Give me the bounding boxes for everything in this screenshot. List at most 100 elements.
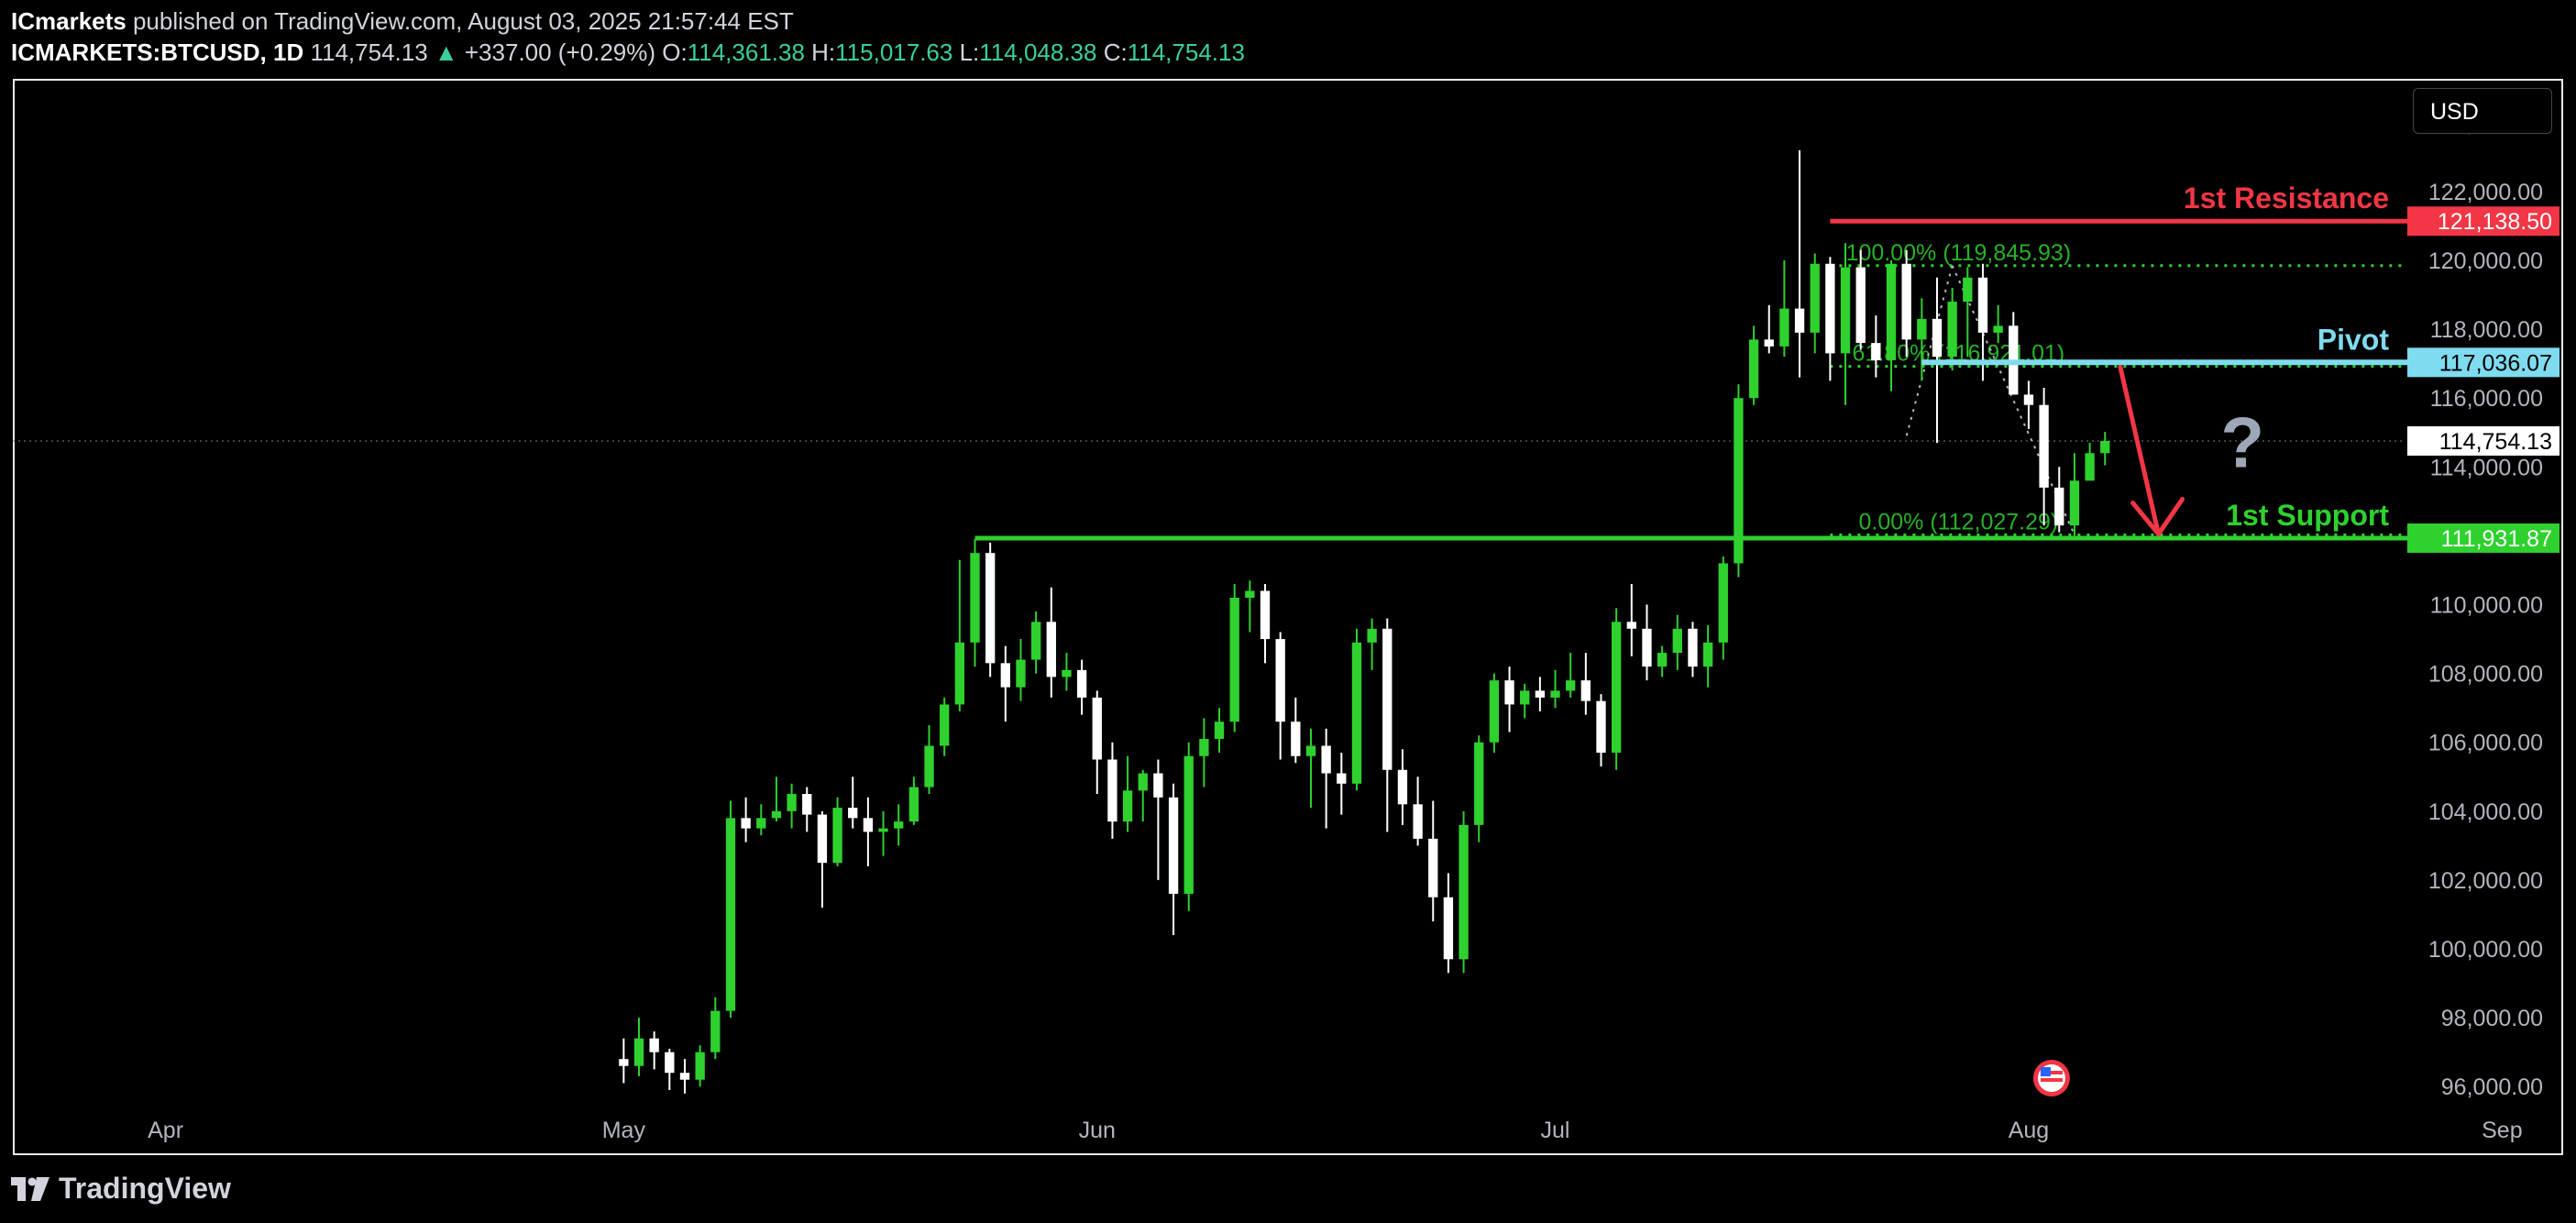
candle-body xyxy=(1901,263,1911,340)
candle-body xyxy=(1779,308,1789,347)
candle-body xyxy=(1443,897,1454,960)
chart-header: ICmarkets published on TradingView.com, … xyxy=(11,7,2559,72)
candle-body xyxy=(1092,697,1102,760)
candle-body xyxy=(894,821,904,829)
candle-body xyxy=(665,1052,675,1074)
price-tag xyxy=(2407,347,2559,378)
y-tick-label: 96,000.00 xyxy=(2441,1074,2543,1100)
close-label: C: xyxy=(1103,39,1128,66)
resistance-title: 1st Resistance xyxy=(2184,182,2389,215)
candle-body xyxy=(1397,769,1408,805)
candle-body xyxy=(1000,663,1010,688)
candle-body xyxy=(787,794,797,811)
candle-body xyxy=(1305,745,1316,756)
fib-level-label: 100.00% (119,845.93) xyxy=(1846,240,2072,266)
last-price: 114,754.13 xyxy=(310,39,428,66)
support-title: 1st Support xyxy=(2226,499,2389,532)
open-value: 114,361.38 xyxy=(687,39,805,66)
tradingview-logo-icon[interactable] xyxy=(11,1177,51,1205)
candle-body xyxy=(1199,738,1209,756)
candle-body xyxy=(1734,398,1744,564)
open-label: O: xyxy=(662,39,688,66)
candle-body xyxy=(649,1038,659,1052)
candle-body xyxy=(1566,680,1576,691)
us-event-icon-canton xyxy=(2040,1067,2051,1076)
candle-body xyxy=(1917,318,1927,340)
candle-body xyxy=(1489,680,1500,743)
question-mark: ? xyxy=(2220,402,2264,482)
y-tick-label: 120,000.00 xyxy=(2428,248,2543,274)
candle-body xyxy=(1183,755,1194,894)
candle-body xyxy=(878,828,888,832)
candle-body xyxy=(1168,797,1179,894)
candle-body xyxy=(1046,622,1056,678)
candle-body xyxy=(940,704,950,746)
price-tag-label: 121,138.50 xyxy=(2438,209,2552,235)
candle-body xyxy=(741,818,751,829)
candle-body xyxy=(1718,563,1728,643)
candle-body xyxy=(1764,339,1774,347)
candle-body xyxy=(2069,480,2080,526)
candle-body xyxy=(970,553,980,643)
price-tag xyxy=(2407,523,2559,553)
symbol-label[interactable]: ICMARKETS:BTCUSD, 1D xyxy=(11,39,304,66)
candle-body xyxy=(985,553,996,664)
price-chart[interactable]: 124,000.00122,000.00120,000.00118,000.00… xyxy=(13,79,2563,1155)
candle-body xyxy=(1016,659,1026,688)
candle-body xyxy=(1122,790,1133,822)
y-tick-label: 102,000.00 xyxy=(2428,868,2543,894)
projection-arrow-line[interactable] xyxy=(2118,364,2162,537)
y-tick-label: 106,000.00 xyxy=(2428,731,2543,756)
candle-body xyxy=(954,642,965,705)
x-tick-label: Aug xyxy=(2009,1118,2049,1143)
candle-body xyxy=(1062,669,1072,678)
x-tick-label: Jun xyxy=(1079,1118,1116,1143)
candle-body xyxy=(1153,773,1163,798)
candle-body xyxy=(1702,642,1713,667)
last-price-tag-label: 114,754.13 xyxy=(2439,429,2552,455)
currency-button[interactable]: USD xyxy=(2413,88,2552,134)
candle-body xyxy=(2023,394,2034,405)
candle-body xyxy=(1580,680,1591,701)
candle-body xyxy=(633,1038,644,1066)
candle-body xyxy=(710,1010,721,1052)
candle-body xyxy=(1260,590,1271,640)
price-tag-label: 117,036.07 xyxy=(2439,350,2552,376)
candle-body xyxy=(1794,308,1805,333)
candle-body xyxy=(1657,653,1668,667)
candle-body xyxy=(1138,773,1148,791)
candle-body xyxy=(1275,639,1285,722)
y-tick-label: 98,000.00 xyxy=(2441,1006,2543,1031)
candle-body xyxy=(1993,325,2003,333)
candle-body xyxy=(1474,742,1484,825)
x-tick-label: Jul xyxy=(1541,1118,1570,1143)
price-tag-label: 111,931.87 xyxy=(2441,526,2552,552)
candle-body xyxy=(725,818,736,1011)
candle-body xyxy=(679,1073,690,1080)
tradingview-brand[interactable]: TradingView xyxy=(59,1172,231,1205)
candle-body xyxy=(1535,690,1546,698)
low-value: 114,048.38 xyxy=(979,39,1097,66)
last-price-tag xyxy=(2407,425,2559,456)
candle-body xyxy=(1107,759,1117,822)
publisher-name[interactable]: ICmarkets xyxy=(11,7,127,35)
candle-body xyxy=(1688,628,1698,667)
x-tick-label: Sep xyxy=(2482,1118,2522,1143)
published-text: published on TradingView.com, August 03,… xyxy=(132,7,794,35)
candle-body xyxy=(832,808,842,864)
ohlc-legend: ICMARKETS:BTCUSD, 1D 114,754.13 ▲ +337.0… xyxy=(11,39,1245,67)
y-tick-label: 122,000.00 xyxy=(2428,180,2543,205)
candle-body xyxy=(1611,622,1622,753)
candle-body xyxy=(1947,302,1957,358)
pivot-title: Pivot xyxy=(2317,323,2390,356)
publish-info: ICmarkets published on TradingView.com, … xyxy=(11,7,794,36)
candle-body xyxy=(771,810,782,819)
candle-body xyxy=(1504,680,1514,705)
candle-body xyxy=(1413,804,1423,839)
candle-body xyxy=(1886,263,1897,360)
candle-body xyxy=(1977,277,1988,333)
up-arrow-icon: ▲ xyxy=(434,39,458,66)
us-event-icon-stripe xyxy=(2040,1071,2063,1074)
candle-body xyxy=(1229,598,1239,722)
candle-body xyxy=(817,814,828,864)
